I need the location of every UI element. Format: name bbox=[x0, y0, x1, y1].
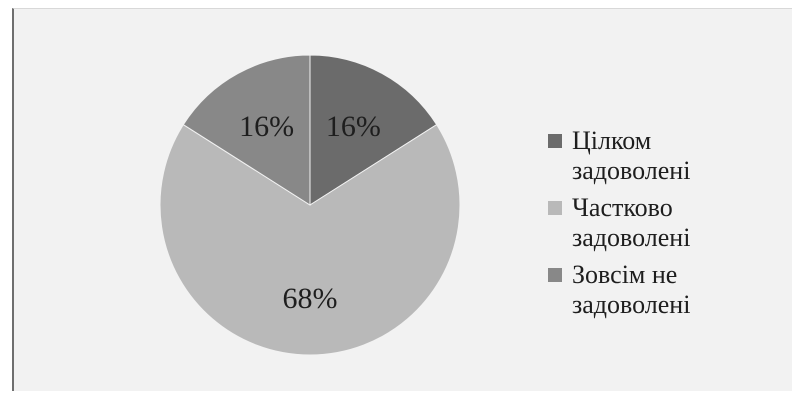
legend-label-not-satisfied: Зовсім не задоволені bbox=[572, 260, 691, 319]
legend-swatch-not-satisfied bbox=[548, 268, 562, 282]
legend-label-fully-satisfied: Цілком задоволені bbox=[572, 126, 691, 185]
pie-slice-partially-satisfied bbox=[159, 123, 461, 356]
legend-swatch-partially-satisfied bbox=[548, 201, 562, 215]
pie-label-partially-satisfied: 68% bbox=[283, 282, 338, 315]
legend-item-not-satisfied: Зовсім не задоволені bbox=[544, 260, 784, 320]
pie-label-not-satisfied: 16% bbox=[239, 110, 294, 143]
legend-item-fully-satisfied: Цілком задоволені bbox=[544, 126, 784, 186]
pie-slice-fully-satisfied bbox=[309, 54, 438, 206]
chart-legend: Цілком задоволені Частково задоволені Зо… bbox=[544, 126, 784, 327]
legend-item-partially-satisfied: Частково задоволені bbox=[544, 193, 784, 253]
legend-label-partially-satisfied: Частково задоволені bbox=[572, 193, 691, 252]
pie-slice-not-satisfied bbox=[182, 54, 311, 206]
pie-chart: 16% 68% 16% bbox=[159, 54, 461, 356]
pie-label-fully-satisfied: 16% bbox=[326, 110, 381, 143]
chart-frame: 16% 68% 16% Цілком задоволені Частково зад… bbox=[12, 8, 792, 391]
legend-swatch-fully-satisfied bbox=[548, 134, 562, 148]
